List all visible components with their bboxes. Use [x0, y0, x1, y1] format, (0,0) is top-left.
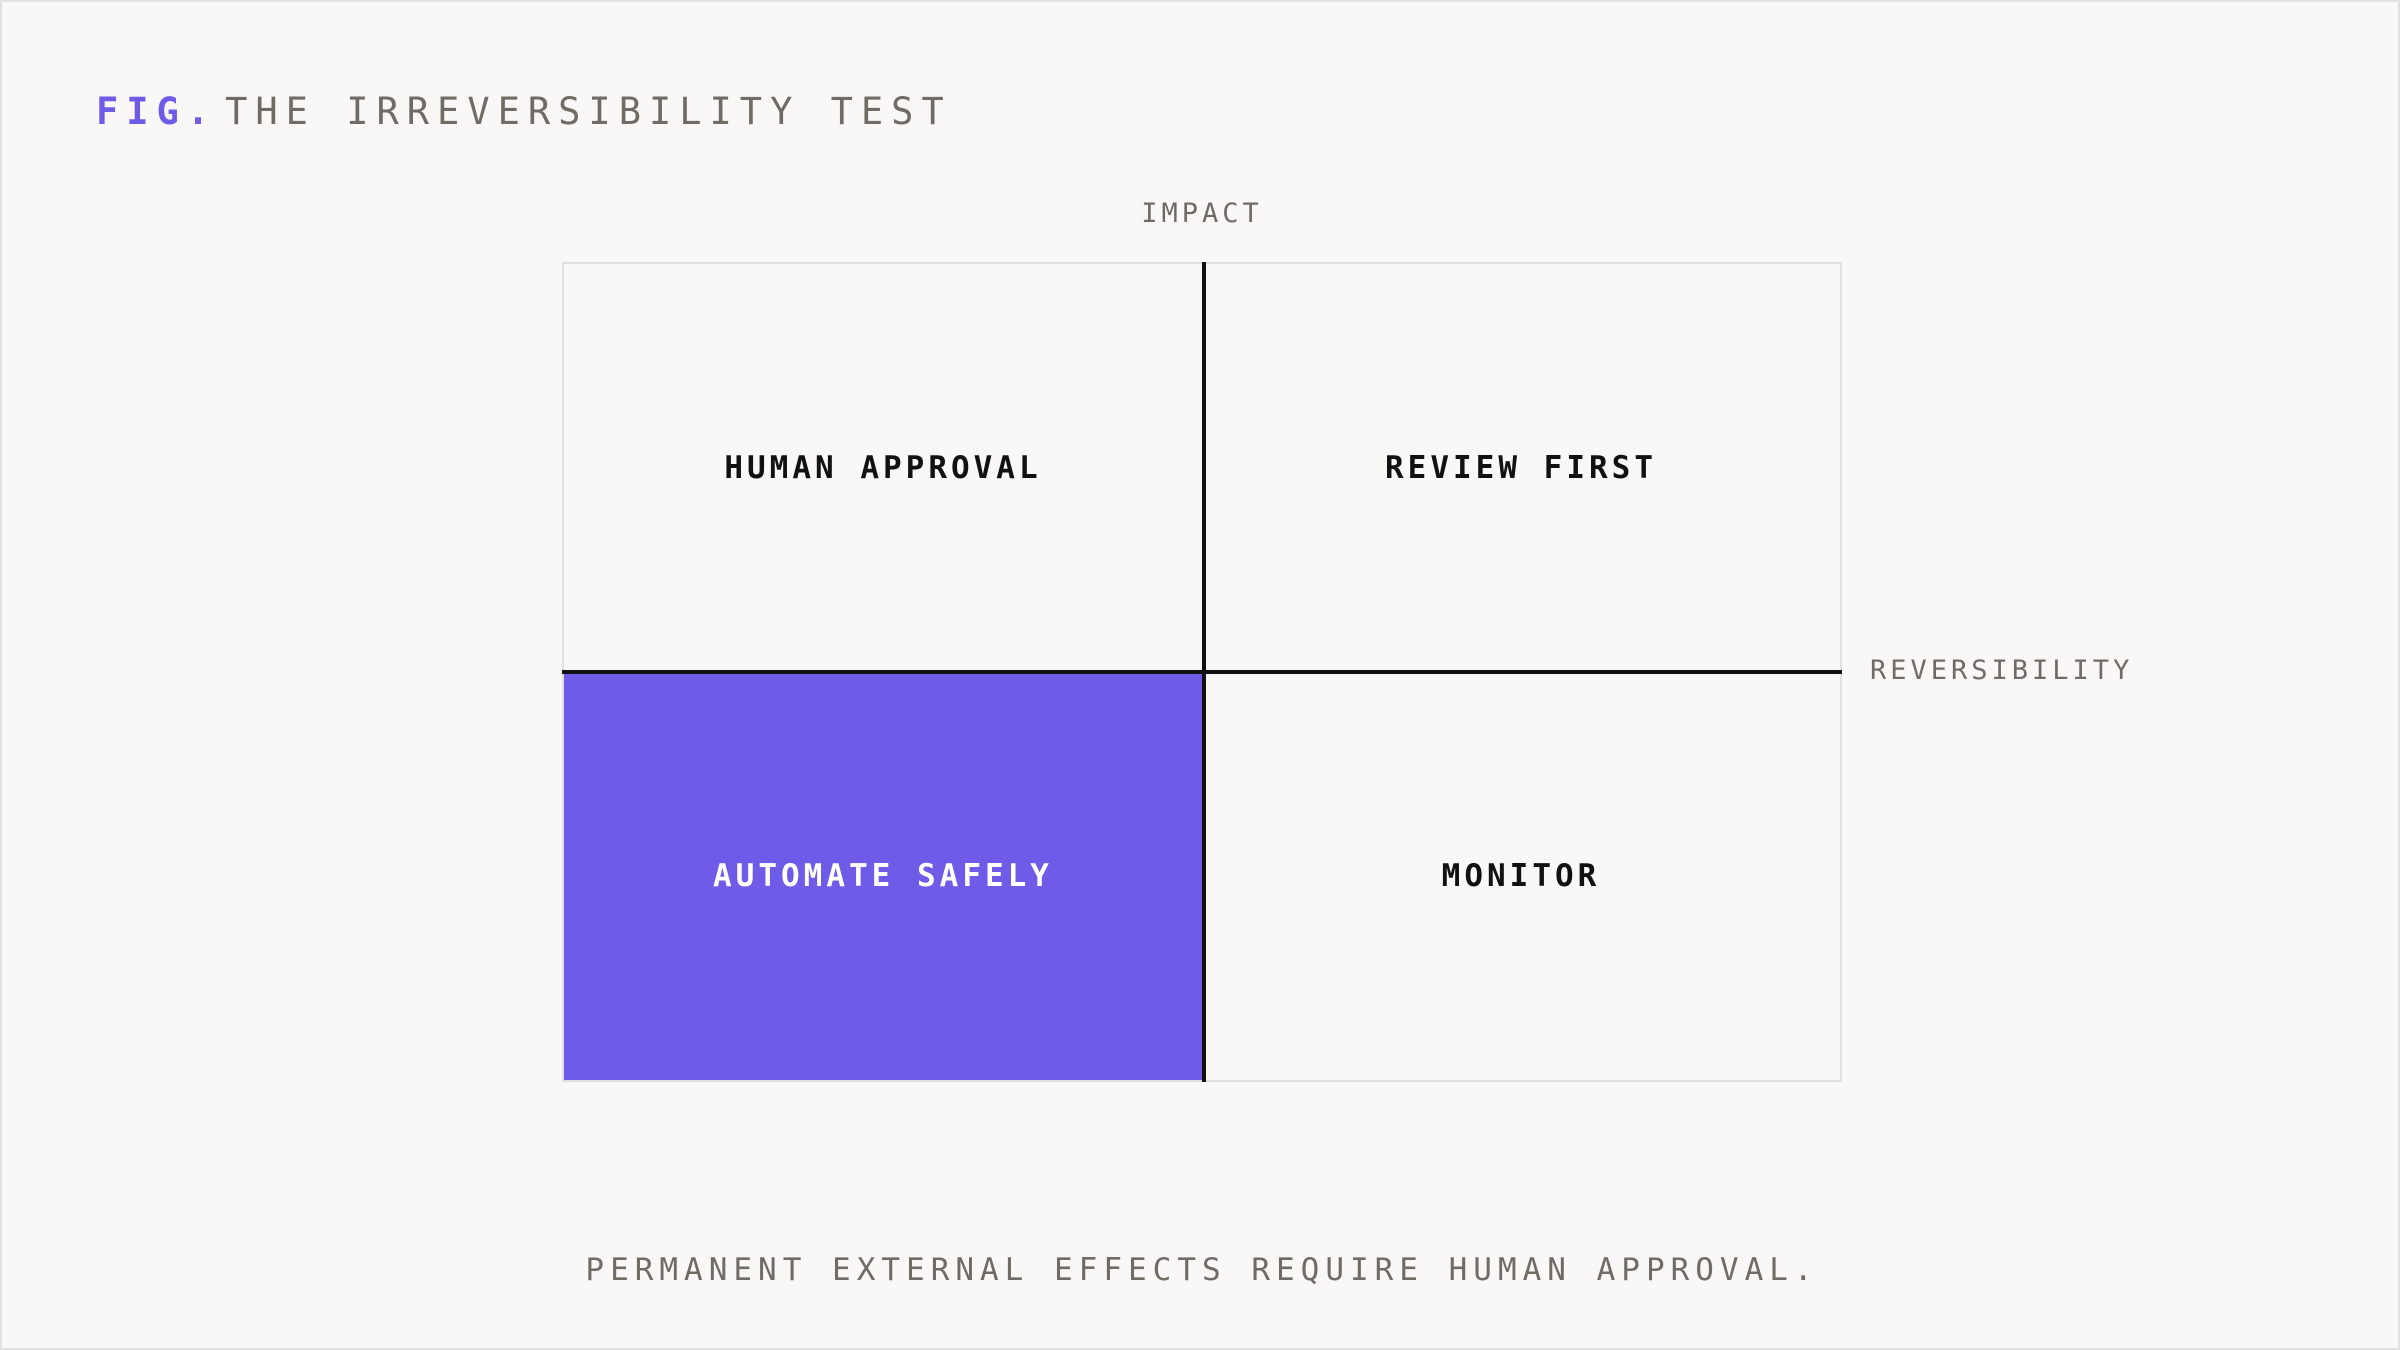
quadrant: HUMAN APPROVAL: [564, 264, 1202, 672]
quadrant-label: HUMAN APPROVAL: [724, 450, 1042, 486]
y-axis-label: IMPACT: [1141, 198, 1263, 229]
figure-title: FIG. THE IRREVERSIBILITY TEST: [96, 90, 952, 133]
title-text: THE IRREVERSIBILITY TEST: [225, 90, 952, 133]
quadrant-label: MONITOR: [1441, 858, 1601, 894]
quadrant-label: REVIEW FIRST: [1385, 450, 1657, 486]
quadrant-grid: HUMAN APPROVAL REVIEW FIRST AUTOMATE SAF…: [562, 262, 1842, 1082]
x-axis-label: REVERSIBILITY: [1870, 655, 2134, 686]
quadrant-label: AUTOMATE SAFELY: [713, 858, 1053, 894]
quadrant: REVIEW FIRST: [1202, 264, 1840, 672]
horizontal-axis-line: [562, 670, 1842, 674]
quadrant: MONITOR: [1202, 672, 1840, 1080]
quadrant-highlighted: AUTOMATE SAFELY: [564, 672, 1202, 1080]
footer-caption: PERMANENT EXTERNAL EFFECTS REQUIRE HUMAN…: [585, 1252, 1819, 1288]
fig-label: FIG.: [96, 90, 218, 133]
